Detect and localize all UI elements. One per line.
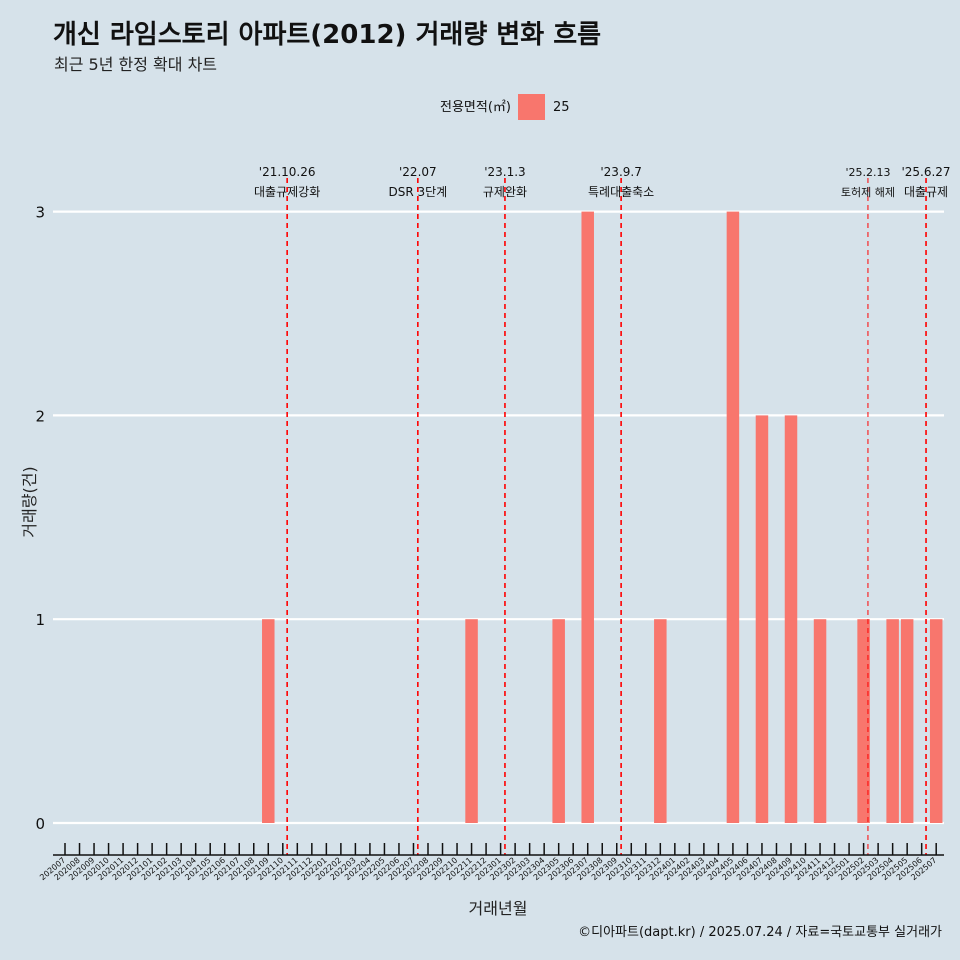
legend: 전용면적(㎡) 25	[440, 94, 570, 120]
x-axis: 2020072020082020092020102020112020122021…	[38, 843, 944, 882]
caption: ©디아파트(dapt.kr) / 2025.07.24 / 자료=국토교통부 실…	[578, 925, 942, 940]
bar	[900, 619, 914, 823]
bar	[755, 415, 769, 823]
y-axis-label: 거래량(건)	[20, 466, 39, 537]
bar	[465, 619, 478, 823]
y-axis-ticks: 0 1 2 3	[35, 204, 45, 833]
chart-title: 개신 라임스토리 아파트(2012) 거래량 변화 흐름	[53, 20, 601, 50]
bar	[262, 619, 275, 823]
event-date: '25.2.13	[845, 166, 890, 179]
event-date: '23.9.7	[600, 165, 641, 179]
bar	[654, 619, 667, 823]
event-markers: '21.10.26 대출규제강화 '22.07 DSR 3단계 '23.1.3 규제완화 '…	[254, 165, 951, 855]
event-date: '21.10.26	[259, 165, 316, 179]
bar	[552, 619, 565, 823]
event-label: 대출규제	[904, 185, 948, 199]
legend-swatch	[518, 94, 545, 120]
event-label: DSR 3단계	[388, 185, 447, 199]
legend-label: 25	[553, 100, 570, 115]
bar	[886, 619, 899, 823]
y-tick-label: 3	[35, 204, 45, 222]
gridlines	[53, 210, 944, 825]
event-date: '25.6.27	[901, 165, 950, 179]
event-label: 대출규제강화	[254, 185, 320, 199]
chart-subtitle: 최근 5년 한정 확대 차트	[54, 55, 217, 74]
bar	[581, 211, 594, 824]
bars	[262, 211, 943, 824]
legend-title: 전용면적(㎡)	[440, 100, 511, 115]
y-tick-label: 1	[35, 611, 45, 629]
bar	[784, 415, 798, 823]
bar	[929, 619, 943, 823]
event-label: 특례대출축소	[588, 185, 654, 199]
event-date: '22.07	[399, 165, 437, 179]
event-label: 규제완화	[483, 185, 527, 199]
event-date: '23.1.3	[484, 165, 525, 179]
y-tick-label: 0	[35, 815, 45, 833]
bar	[813, 619, 827, 823]
bar	[857, 619, 870, 823]
y-tick-label: 2	[35, 407, 45, 425]
event-label: 토허제 해제	[841, 185, 895, 199]
x-axis-label: 거래년월	[469, 899, 528, 918]
bar	[726, 211, 740, 824]
